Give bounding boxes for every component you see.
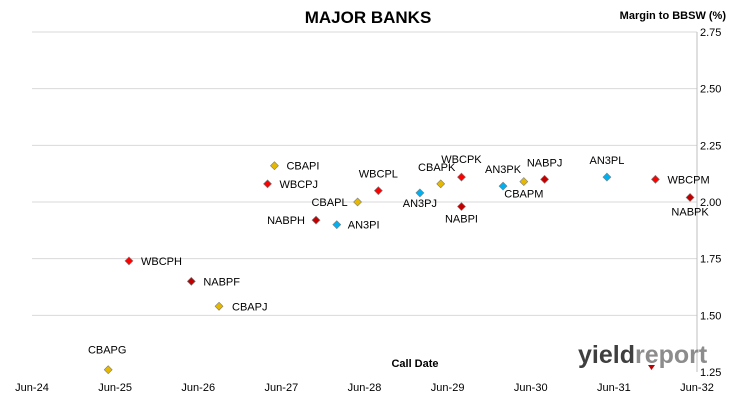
- data-label-cbapg: CBAPG: [88, 345, 127, 357]
- data-point-nabpf: [186, 276, 196, 286]
- data-point-cbapl: [353, 197, 362, 207]
- data-label-wbcpl: WBCPL: [359, 169, 398, 181]
- data-point-an3pi: [332, 220, 342, 230]
- data-point-nabpi: [457, 202, 466, 211]
- data-label-nabpi: NABPI: [445, 214, 478, 226]
- y-tick-label: 1.50: [700, 310, 721, 322]
- data-point-cbapg: [103, 365, 113, 375]
- data-labels: CBAPG WBCPH NABPF CBAPJ WBCPJ CBAPI NABPH AN3PI…: [88, 154, 710, 357]
- data-label-cbapm: CBAPM: [504, 189, 543, 201]
- logo-part2: report: [635, 341, 708, 369]
- data-point-an3pl: [602, 172, 612, 182]
- logo-arrow-icon: [648, 365, 655, 370]
- data-label-nabpk: NABPK: [671, 206, 709, 218]
- data-point-an3pk: [498, 181, 508, 191]
- data-label-nabpj: NABPJ: [527, 157, 562, 169]
- data-label-nabph: NABPH: [267, 215, 305, 227]
- data-label-an3pk: AN3PK: [485, 164, 522, 176]
- y-axis-title: Margin to BBSW (%): [620, 10, 727, 22]
- data-label-an3pi: AN3PI: [348, 220, 380, 232]
- data-point-cbapj: [214, 301, 224, 311]
- data-point-nabpk: [685, 193, 695, 202]
- data-label-an3pl: AN3PL: [590, 155, 625, 167]
- gridlines: [32, 31, 697, 316]
- data-point-wbcph: [124, 256, 134, 266]
- y-tick-label: 2.50: [700, 84, 721, 96]
- x-axis-title: Call Date: [391, 358, 438, 370]
- data-label-wbcpj: WBCPJ: [280, 179, 319, 191]
- data-point-wbcpj: [263, 179, 272, 189]
- data-label-wbcph: WBCPH: [141, 256, 182, 268]
- x-tick-label: Jun-30: [514, 382, 548, 394]
- data-points: [103, 161, 695, 375]
- axes: 1.25 1.50 1.75 2.00 2.25 2.50 2.75 Jun-24 Jun-25…: [15, 27, 721, 394]
- data-point-wbcpl: [373, 186, 383, 196]
- data-label-cbapl: CBAPL: [311, 197, 347, 209]
- data-label-cbapj: CBAPJ: [232, 301, 267, 313]
- data-point-nabph: [311, 215, 321, 225]
- data-point-nabpj: [540, 174, 550, 184]
- x-tick-label: Jun-26: [181, 382, 215, 394]
- x-tick-label: Jun-24: [15, 382, 49, 394]
- x-tick-label: Jun-31: [597, 382, 631, 394]
- y-tick-label: 1.75: [700, 254, 721, 266]
- x-tick-label: Jun-32: [680, 382, 714, 394]
- data-point-cbapi: [270, 161, 279, 171]
- data-label-wbcpm: WBCPM: [667, 174, 709, 186]
- data-point-an3pj: [415, 188, 425, 198]
- logo-part1: yield: [578, 341, 635, 369]
- x-tick-label: Jun-25: [98, 382, 132, 394]
- data-point-cbapm: [519, 177, 529, 187]
- data-label-wbcpk: WBCPK: [441, 154, 482, 166]
- yieldreport-logo: yieldreport: [578, 341, 708, 369]
- y-tick-label: 2.75: [700, 27, 721, 39]
- data-label-cbapi: CBAPI: [286, 161, 319, 173]
- x-tick-label: Jun-27: [265, 382, 299, 394]
- data-point-wbcpk: [457, 172, 466, 182]
- y-tick-label: 1.25: [700, 367, 721, 379]
- svg-text:yieldreport: yieldreport: [578, 341, 708, 369]
- x-tick-label: Jun-28: [348, 382, 382, 394]
- data-label-cbapk: CBAPK: [418, 162, 456, 174]
- x-tick-label: Jun-29: [431, 382, 465, 394]
- y-tick-label: 2.25: [700, 140, 721, 152]
- data-point-cbapk: [436, 179, 446, 189]
- data-label-an3pj: AN3PJ: [403, 198, 437, 210]
- data-point-wbcpm: [651, 174, 660, 184]
- data-label-nabpf: NABPF: [203, 276, 240, 288]
- chart-title: MAJOR BANKS: [305, 8, 432, 27]
- y-tick-label: 2.00: [700, 197, 721, 209]
